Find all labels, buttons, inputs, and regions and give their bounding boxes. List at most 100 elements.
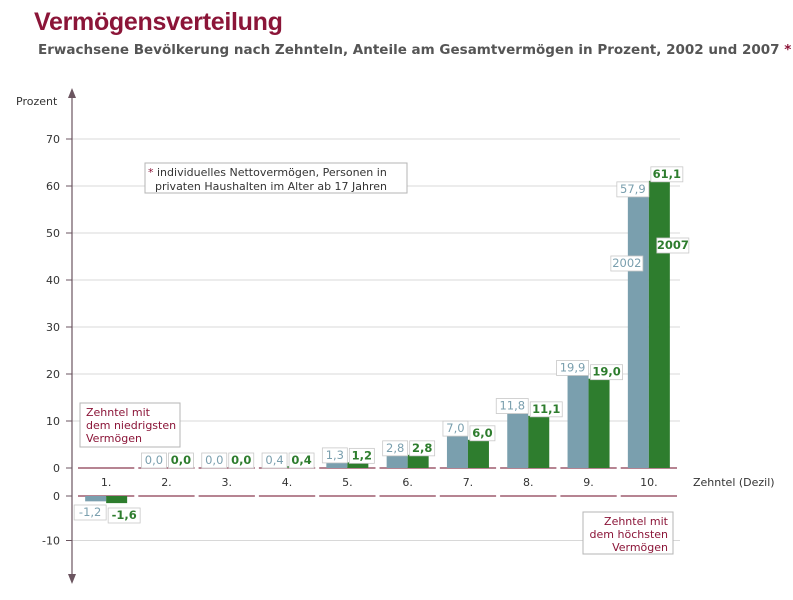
data-label-2002-box [382,440,409,457]
footnote-box [144,162,408,194]
data-label-2002-box [201,452,228,469]
bar-2007 [407,454,429,468]
x-tick-label: 3. [222,476,233,489]
highest-note-box [582,511,674,555]
y-tick-label: 30 [46,321,60,334]
data-label-2007-box [529,401,563,418]
data-label-2002-box [321,447,348,464]
data-label-2002: 57,9 [620,182,646,196]
data-label-2007: 1,2 [352,448,372,462]
y-axis-arrow-down [68,574,76,584]
footnote-marker: * [148,166,154,179]
subtitle-footnote-marker: * [784,42,792,58]
data-label-2002-box [442,420,469,437]
data-label-2007: 19,0 [592,365,620,379]
x-tick-label: 6. [402,476,413,489]
chart-subtitle: Erwachsene Bevölkerung nach Zehnteln, An… [38,42,791,58]
data-label-2002-box [73,504,107,521]
data-label-2002: 11,8 [499,399,525,413]
y-tick-label: 60 [46,180,60,193]
y-tick-label: 10 [46,415,60,428]
data-label-2007: 61,1 [653,167,681,181]
subtitle-text: Erwachsene Bevölkerung nach Zehnteln, An… [38,42,780,58]
lowest-note-text: dem niedrigsten [86,419,176,432]
data-label-2002-box [141,452,167,469]
data-label-2002: 0,4 [265,453,283,467]
highest-note-text: Zehntel mit [604,515,669,528]
data-label-2002-box [556,360,589,376]
data-label-2007: -1,6 [112,508,137,522]
data-label-2007: 11,1 [532,402,560,416]
data-label-2002-box [495,398,529,414]
y-tick-label: 50 [46,227,60,240]
bar-2002 [567,374,589,468]
footnote-line-1: individuelles Nettovermögen, Personen in [157,166,387,179]
x-tick-label: 4. [282,476,293,489]
data-label-2007: 6,0 [472,426,492,440]
x-tick-label: 7. [463,476,474,489]
series-label-2007: 2007 [657,238,689,252]
data-label-2002-box [616,181,650,198]
data-label-2002: -1,2 [79,505,101,519]
lowest-note-text: Vermögen [86,432,142,445]
x-tick-label: 1. [101,476,112,489]
bar-2007 [588,378,610,468]
data-label-2007-box [288,452,315,469]
x-tick-label: 8. [523,476,534,489]
y-tick-label: 20 [46,368,60,381]
data-label-2007-box [469,425,496,442]
x-tick-label: 10. [640,476,658,489]
data-label-2007: 0,0 [231,453,251,467]
bar-2007 [648,180,670,468]
bar-2002 [85,496,107,502]
lowest-note-box [79,402,181,448]
bar-2007 [347,462,369,468]
data-label-2007-box [409,440,436,457]
series-label-2007-box [656,237,690,254]
bar-2007 [106,496,128,504]
data-label-2007-box [107,507,141,524]
data-label-2002: 0,0 [205,453,223,467]
x-tick-label: 9. [583,476,594,489]
data-label-2007-box [348,447,375,464]
highest-note-text: dem höchsten [590,528,668,541]
data-label-2002: 0,0 [145,453,163,467]
data-label-2002: 1,3 [326,448,344,462]
bar-2002 [627,195,649,468]
lowest-note-text: Zehntel mit [86,406,151,419]
bar-2007 [467,439,489,468]
data-label-2007: 0,0 [171,453,191,467]
data-label-2007-box [168,452,194,469]
chart-title: Vermögensverteilung [34,8,283,36]
data-label-2007-box [650,166,684,183]
series-label-2002: 2002 [612,256,641,270]
footnote-line-2: privaten Haushalten im Alter ab 17 Jahre… [155,180,387,193]
data-label-2002-box [261,452,288,469]
y-tick-label: 40 [46,274,60,287]
y-tick-label: 70 [46,133,60,146]
data-label-2002: 7,0 [446,421,464,435]
data-label-2007: 0,4 [291,453,311,467]
series-label-2002-box [610,255,644,272]
x-tick-label: 5. [342,476,353,489]
bar-2002 [326,461,348,468]
y-axis-arrow-up [68,88,76,98]
y-axis-label: Prozent [16,95,58,108]
highest-note-text: Vermögen [612,541,668,554]
bar-2002 [507,412,529,468]
y-tick-label: -10 [42,535,60,548]
bar-2002 [386,454,408,468]
x-axis-label: Zehntel (Dezil) [693,476,775,489]
data-label-2007-box [228,452,255,469]
bar-2007 [528,415,550,468]
data-label-2007-box [590,364,623,381]
data-label-2002: 19,9 [560,360,586,374]
y-tick-label: 0 [53,462,60,475]
bar-2002 [446,435,468,468]
data-label-2002: 2,8 [386,441,404,455]
y-tick-label: 0 [53,490,60,503]
data-label-2007: 2,8 [412,441,432,455]
x-tick-label: 2. [161,476,172,489]
